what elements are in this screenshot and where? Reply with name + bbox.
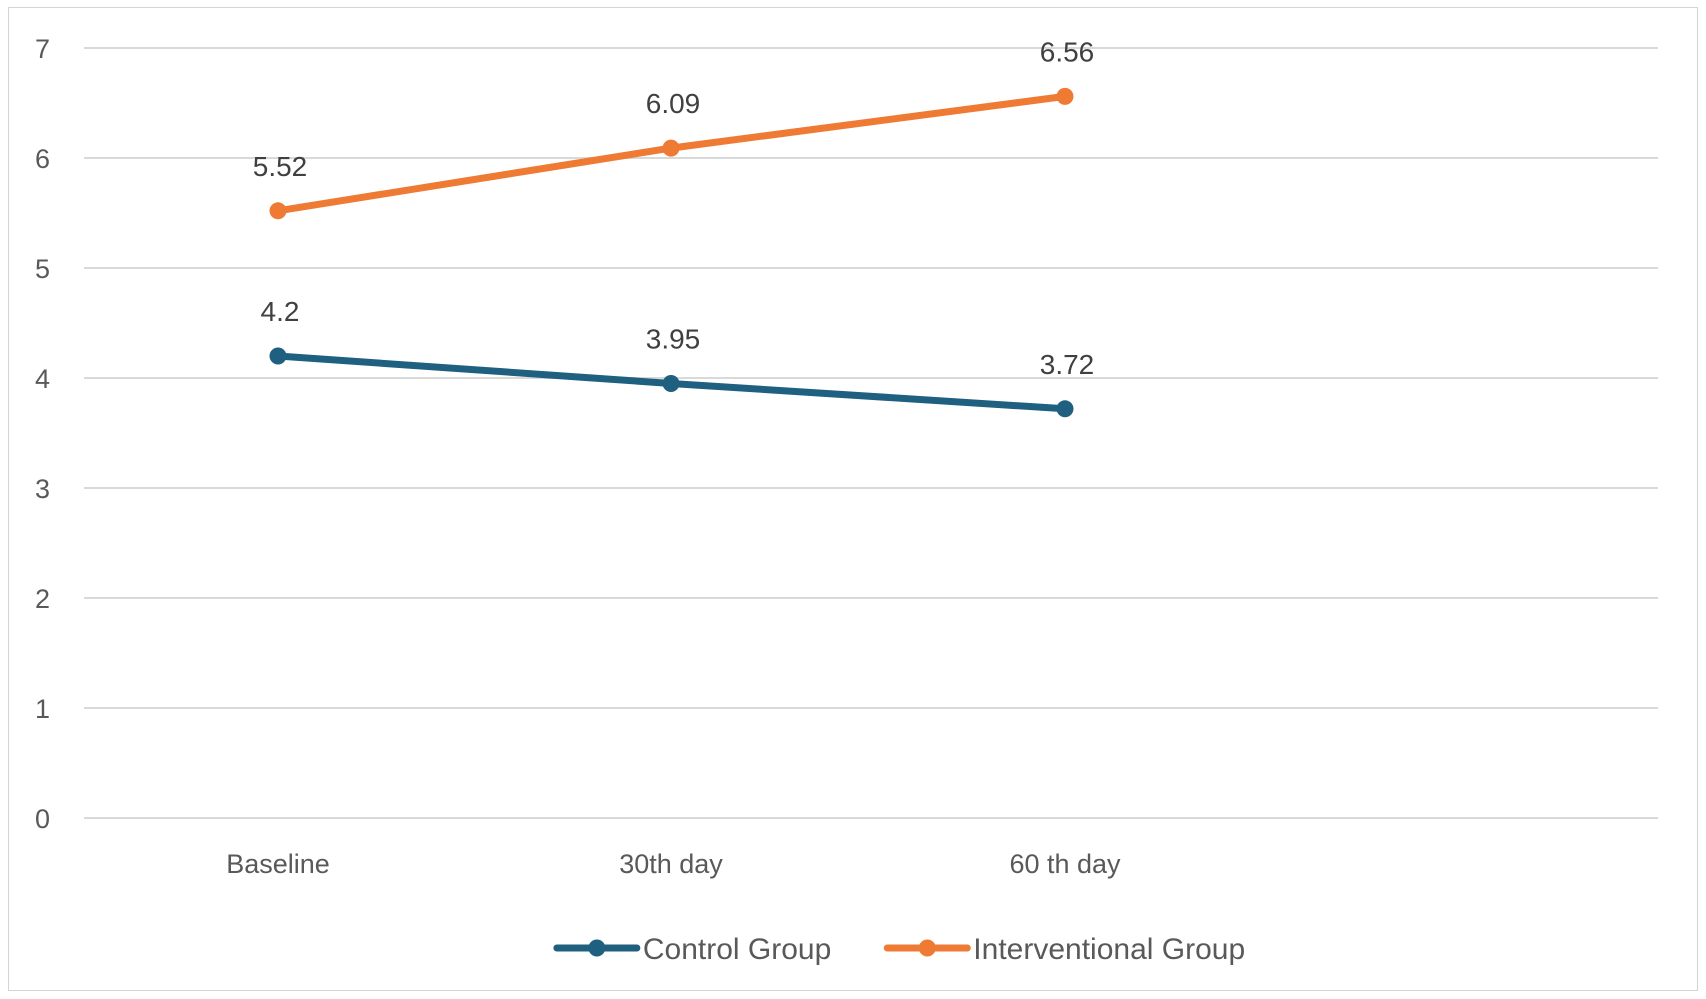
y-tick-label: 3 [35, 474, 50, 504]
legend-label: Interventional Group [973, 933, 1245, 966]
data-label: 3.95 [646, 324, 701, 355]
gridlines [84, 47, 1658, 819]
legend-item: Interventional Group [883, 933, 1245, 966]
y-tick-label: 5 [35, 254, 50, 284]
y-tick-label: 6 [35, 144, 50, 174]
data-labels: 4.2 3.95 3.72 5.52 6.09 6.56 [253, 36, 1095, 379]
data-label: 6.09 [646, 88, 701, 119]
data-label: 4.2 [261, 296, 300, 327]
legend-swatch-marker [918, 939, 936, 957]
data-label: 5.52 [253, 151, 308, 182]
chart-frame [8, 7, 1698, 991]
legend-swatch-marker [588, 939, 606, 957]
x-axis-ticks: Baseline 30th day 60 th day [226, 849, 1121, 879]
data-point [269, 347, 287, 365]
data-point [662, 139, 680, 157]
legend-item: Control Group [553, 933, 831, 966]
y-tick-label: 1 [35, 694, 50, 724]
x-tick-label: 60 th day [1009, 849, 1121, 879]
y-tick-label: 0 [35, 804, 50, 834]
x-tick-label: 30th day [619, 849, 723, 879]
data-point [1056, 400, 1074, 418]
data-point [662, 375, 680, 392]
y-tick-label: 7 [35, 34, 50, 64]
series-group [269, 87, 1074, 418]
legend: Control Group Interventional Group [553, 933, 1245, 966]
y-tick-label: 2 [35, 584, 50, 614]
data-point [1056, 87, 1074, 105]
data-label: 6.56 [1040, 36, 1095, 67]
data-point [269, 202, 287, 220]
legend-label: Control Group [643, 933, 831, 966]
y-axis-ticks: 0 1 2 3 4 5 6 7 [35, 34, 50, 834]
y-tick-label: 4 [35, 364, 50, 394]
data-label: 3.72 [1040, 349, 1095, 380]
x-tick-label: Baseline [226, 849, 330, 879]
